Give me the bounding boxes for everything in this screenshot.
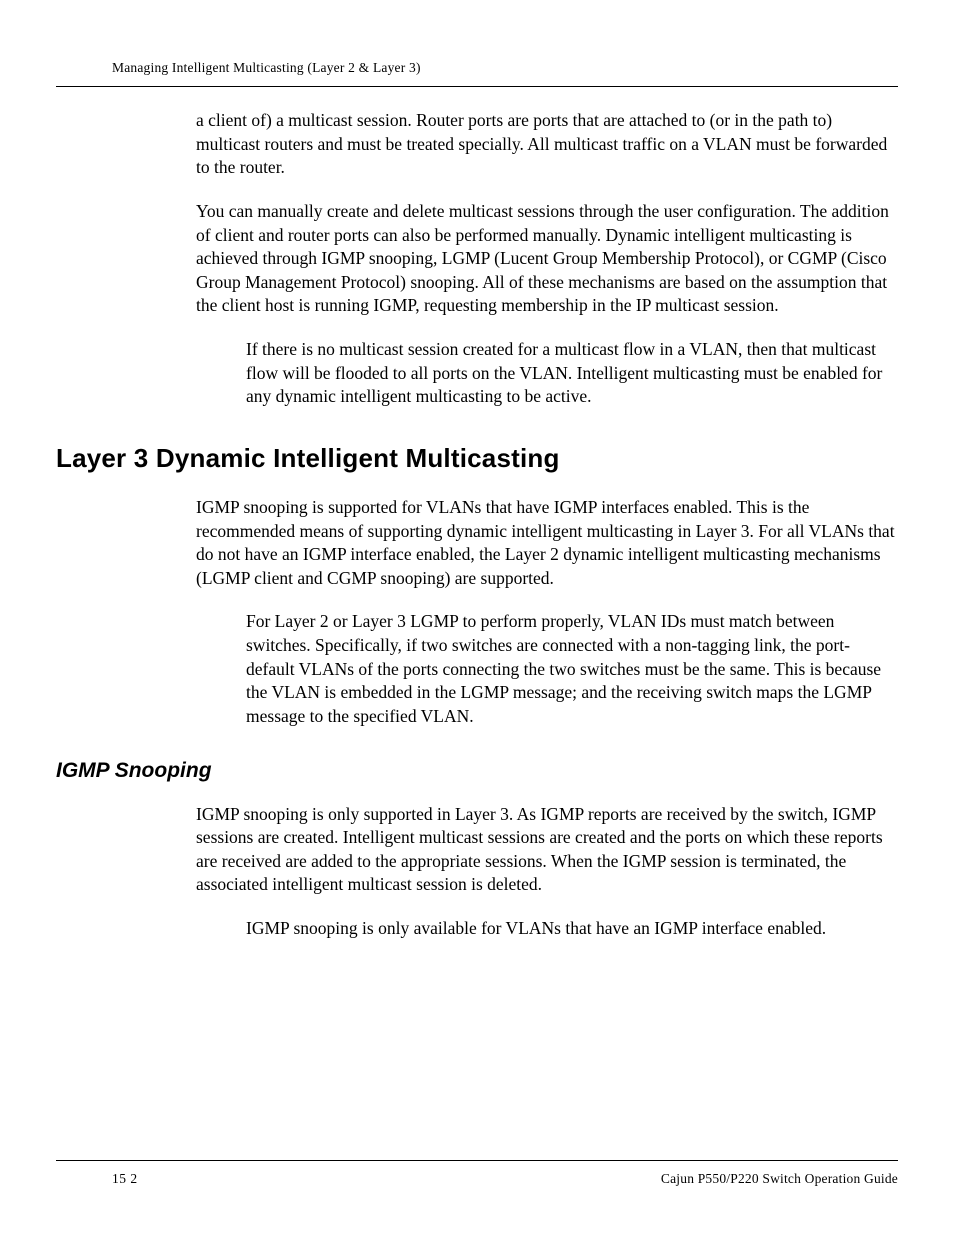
footer-rule — [56, 1160, 898, 1161]
page-number: 15 2 — [112, 1171, 138, 1187]
running-header: Managing Intelligent Multicasting (Layer… — [112, 60, 898, 76]
note-block: IGMP snooping is only available for VLAN… — [246, 917, 888, 941]
body-column: IGMP snooping is supported for VLANs tha… — [196, 496, 898, 591]
note-block: If there is no multicast session created… — [246, 338, 888, 409]
document-page: Managing Intelligent Multicasting (Layer… — [0, 0, 954, 1235]
note-text: IGMP snooping is only available for VLAN… — [246, 917, 888, 941]
body-paragraph: a client of) a multicast session. Router… — [196, 109, 898, 180]
page-footer: 15 2 Cajun P550/P220 Switch Operation Gu… — [56, 1160, 898, 1187]
body-paragraph: You can manually create and delete multi… — [196, 200, 898, 318]
subsection-heading-igmp-snooping: IGMP Snooping — [56, 759, 898, 783]
footer-row: 15 2 Cajun P550/P220 Switch Operation Gu… — [56, 1171, 898, 1187]
body-column: IGMP snooping is only supported in Layer… — [196, 803, 898, 898]
note-text: If there is no multicast session created… — [246, 338, 888, 409]
book-title: Cajun P550/P220 Switch Operation Guide — [661, 1171, 898, 1187]
header-rule — [56, 86, 898, 87]
note-text: For Layer 2 or Layer 3 LGMP to perform p… — [246, 610, 888, 728]
body-paragraph: IGMP snooping is only supported in Layer… — [196, 803, 898, 898]
body-paragraph: IGMP snooping is supported for VLANs tha… — [196, 496, 898, 591]
body-column: a client of) a multicast session. Router… — [196, 109, 898, 318]
note-block: For Layer 2 or Layer 3 LGMP to perform p… — [246, 610, 888, 728]
section-heading-layer3: Layer 3 Dynamic Intelligent Multicasting — [56, 443, 898, 474]
